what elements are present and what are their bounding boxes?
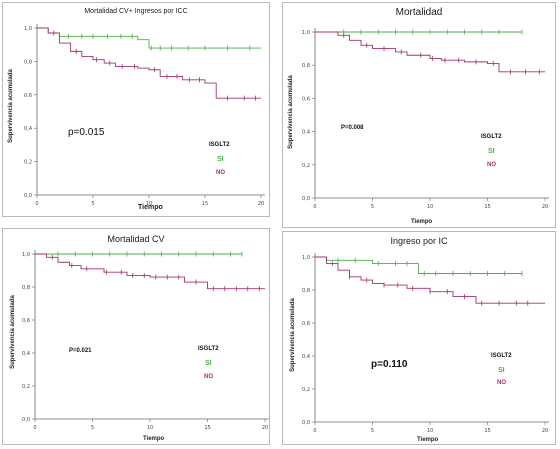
x-tick-label: 5 (91, 425, 94, 431)
chart-title: Mortalidad CV (107, 234, 165, 244)
y-tick-label: 0,6 (302, 96, 310, 102)
y-tick-label: 1,0 (24, 26, 32, 32)
legend-no: NO (487, 162, 496, 168)
y-tick-label: 0,6 (22, 318, 30, 324)
y-tick-label: 1,0 (302, 255, 310, 261)
x-axis-label: Tiempo (417, 437, 439, 443)
x-tick-label: 5 (91, 201, 94, 207)
y-tick-label: 0,2 (302, 163, 310, 169)
p-value: p=0.110 (371, 359, 408, 370)
chart-title: Mortalidad (395, 7, 443, 18)
p-value: P=0.021 (69, 348, 92, 354)
y-tick-label: 0,4 (302, 354, 310, 360)
y-tick-label: 0,6 (302, 321, 310, 327)
legend-no: NO (204, 374, 213, 380)
p-value: P=0.008 (341, 125, 364, 131)
y-tick-label: 0,2 (24, 160, 32, 166)
km-panel-mortalidad: Mortalidad 0,0 0,2 0,4 0,6 0,8 1,0 0 5 10 15 20 Su… (282, 2, 556, 228)
legend-no: NO (216, 170, 225, 176)
x-tick-label: 20 (542, 204, 548, 210)
x-tick-label: 10 (427, 204, 433, 210)
x-tick-label: 15 (204, 425, 210, 431)
y-tick-label: 1,0 (302, 30, 310, 36)
y-tick-label: 0,8 (302, 63, 310, 69)
y-tick-label: 0,0 (22, 417, 30, 423)
x-axis-label: Tiempo (143, 436, 165, 442)
x-tick-label: 0 (35, 201, 38, 207)
x-tick-label: 20 (258, 201, 264, 207)
y-tick-label: 0,4 (302, 130, 310, 136)
legend-si: SI (205, 360, 212, 367)
y-tick-label: 1,0 (22, 252, 30, 258)
y-tick-label: 0,0 (302, 196, 310, 202)
y-tick-label: 0,2 (22, 384, 30, 390)
x-tick-label: 0 (313, 204, 316, 210)
x-axis-label: Tiempo (138, 204, 163, 211)
legend-si: SI (498, 367, 505, 374)
p-value: p=0.015 (68, 127, 105, 138)
y-tick-label: 0,8 (24, 59, 32, 65)
y-axis-label: Supervivencia acumulada (288, 75, 294, 149)
x-tick-label: 0 (33, 425, 36, 431)
y-tick-label: 0,0 (24, 193, 32, 199)
legend-title: ISGLT2 (209, 142, 230, 148)
survival-curve-no (315, 31, 545, 73)
y-tick-label: 0,4 (24, 126, 32, 132)
y-tick-label: 0,8 (22, 285, 30, 291)
survival-curve-no (37, 27, 261, 99)
x-tick-label: 5 (371, 204, 374, 210)
survival-curve-si (315, 256, 522, 274)
km-plot: 0,0 0,2 0,4 0,6 0,8 1,0 0 5 10 15 20 (302, 253, 549, 434)
y-axis-label: Supervivencia acumulada (290, 298, 296, 372)
y-axis-label: Supervivencia acumulada (10, 295, 16, 369)
x-tick-label: 10 (147, 425, 153, 431)
legend-si: SI (217, 156, 224, 163)
legend-si: SI (488, 148, 495, 155)
legend-title: ISGL​T2 (491, 353, 512, 359)
y-tick-label: 0,4 (22, 351, 30, 357)
km-plot: 0,0 0,2 0,4 0,6 0,8 1,0 0 5 10 15 20 (24, 24, 265, 207)
survival-curve-no (35, 253, 265, 290)
y-tick-label: 0,8 (302, 288, 310, 294)
x-tick-label: 15 (484, 204, 490, 210)
km-plot: 0,0 0,2 0,4 0,6 0,8 1,0 0 5 10 15 20 (22, 250, 269, 431)
x-tick-label: 15 (202, 201, 208, 207)
legend-no: NO (497, 380, 506, 386)
y-tick-label: 0,2 (302, 387, 310, 393)
survival-curve-no (315, 256, 545, 304)
chart-title: Mortalidad CV+ Ingresos por ICC (84, 8, 188, 15)
x-tick-label: 5 (371, 428, 374, 434)
x-axis-label: Tiempo (411, 219, 433, 225)
x-tick-label: 20 (542, 428, 548, 434)
km-panel-mortalidad-cv-ingresos: Mortalidad CV+ Ingresos por ICC 0,0 0,2 0,… (2, 2, 270, 217)
km-plot: 0,0 0,2 0,4 0,6 0,8 1,0 0 5 10 15 20 (302, 28, 549, 210)
x-tick-label: 0 (313, 428, 316, 434)
legend-title: ISGLT2 (481, 134, 502, 140)
x-tick-label: 10 (427, 428, 433, 434)
chart-title: Ingreso por IC (390, 236, 448, 246)
x-tick-label: 10 (146, 201, 152, 207)
km-panel-ingreso-ic: Ingreso por IC 0,0 0,2 0,4 0,6 0,8 1,0 0 5 10 15 2… (282, 231, 556, 445)
y-tick-label: 0,0 (302, 420, 310, 426)
x-tick-label: 20 (262, 425, 268, 431)
y-tick-label: 0,6 (24, 93, 32, 99)
km-panel-mortalidad-cv: Mortalidad CV 0,0 0,2 0,4 0,6 0,8 1,0 0 5 10 15 20… (2, 228, 270, 445)
y-axis-label: Supervivencia acumulada (8, 69, 14, 143)
x-tick-label: 15 (484, 428, 490, 434)
legend-title: ISGLT2 (198, 346, 219, 352)
